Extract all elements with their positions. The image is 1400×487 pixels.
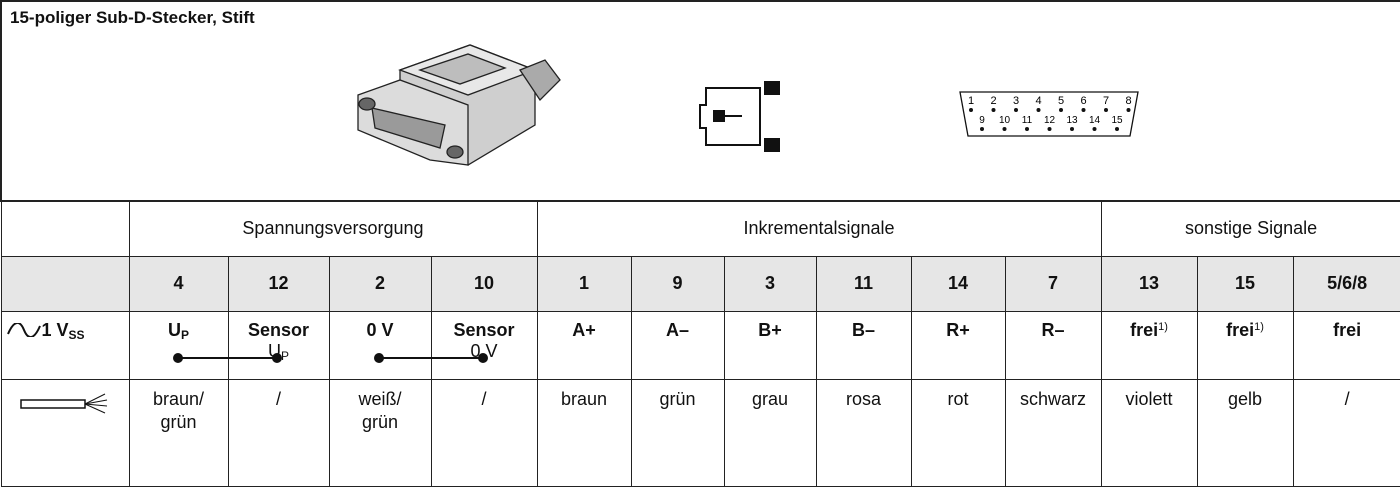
signal-cell: A+: [536, 310, 632, 380]
footnote-mark: 1): [1254, 320, 1264, 333]
pin-number: 11: [815, 255, 912, 312]
wire-color: schwarz: [1004, 378, 1102, 487]
wire-color: /: [227, 378, 330, 487]
wire-color: braun/ grün: [128, 378, 229, 487]
cable-icon: [20, 393, 108, 413]
pin-number: 3: [723, 255, 817, 312]
wire-color: /: [430, 378, 538, 487]
pin-number: 13: [1100, 255, 1198, 312]
empty-cell: [0, 200, 130, 257]
pin-number: 7: [1004, 255, 1102, 312]
signal-line2: U: [267, 340, 281, 361]
signal-cell: R+: [910, 310, 1006, 380]
pin-number: 5/6/8: [1292, 255, 1400, 312]
signal-cell: R–: [1004, 310, 1102, 380]
signal-cell: A–: [630, 310, 725, 380]
signal-name: A–: [665, 319, 689, 340]
signal-label: 1 V: [41, 319, 69, 340]
signal-cell: UP: [128, 310, 229, 380]
wire-color: weiß/ grün: [328, 378, 432, 487]
signal-name: R+: [946, 319, 970, 340]
wire-color: rosa: [815, 378, 912, 487]
cable-icon-cell: [0, 378, 130, 487]
title: 15-poliger Sub-D-Stecker, Stift: [10, 8, 255, 27]
pin-number: 4: [128, 255, 229, 312]
signal-line2: 0 V: [470, 340, 498, 361]
pin-number: 10: [430, 255, 538, 312]
signal-name: B–: [851, 319, 875, 340]
signal-line2-wrap: UP: [229, 341, 329, 363]
signal-name: frei: [1130, 319, 1159, 340]
wave-icon: [6, 321, 41, 338]
signal-name: A+: [572, 319, 596, 340]
empty-cell: [0, 255, 130, 312]
signal-cell: Sensor UP: [227, 310, 330, 380]
wire-color: grau: [723, 378, 817, 487]
wire-color: violett: [1100, 378, 1198, 487]
footnote-mark: 1): [1158, 320, 1168, 333]
pin-number: 14: [910, 255, 1006, 312]
wire-color: /: [1292, 378, 1400, 487]
signal-line2-wrap: 0 V: [432, 341, 537, 362]
group-label: sonstige Signale: [1100, 200, 1400, 257]
wire-color: rot: [910, 378, 1006, 487]
signal-cell: B–: [815, 310, 912, 380]
wire-color: gelb: [1196, 378, 1294, 487]
group-label: Spannungsversorgung: [128, 200, 538, 257]
signal-cell: frei1): [1196, 310, 1294, 380]
group-label: Inkrementalsignale: [536, 200, 1102, 257]
pin-number: 2: [328, 255, 432, 312]
signal-name: 0 V: [366, 319, 394, 340]
pin-number: 9: [630, 255, 725, 312]
wire-color: braun: [536, 378, 632, 487]
pin-number: 1: [536, 255, 632, 312]
pin-number: 12: [227, 255, 330, 312]
signal-sub: P: [180, 327, 189, 342]
signal-name: Sensor: [453, 319, 515, 340]
signal-cell: frei: [1292, 310, 1400, 380]
signal-cell: Sensor 0 V: [430, 310, 538, 380]
signal-name: frei: [1226, 319, 1255, 340]
wire-color: grün: [630, 378, 725, 487]
signal-cell: frei1): [1100, 310, 1198, 380]
signal-label-cell: 1 VSS: [0, 310, 130, 380]
signal-name: U: [167, 319, 181, 340]
pin-number: 15: [1196, 255, 1294, 312]
signal-line2-sub: P: [280, 348, 289, 363]
signal-name: frei: [1333, 319, 1362, 340]
signal-name: B+: [758, 319, 782, 340]
signal-name: R–: [1041, 319, 1065, 340]
title-cell: 15-poliger Sub-D-Stecker, Stift: [0, 0, 1400, 202]
signal-label-sub: SS: [68, 327, 85, 342]
signal-name: Sensor: [247, 319, 310, 340]
signal-cell: 0 V: [328, 310, 432, 380]
signal-cell: B+: [723, 310, 817, 380]
